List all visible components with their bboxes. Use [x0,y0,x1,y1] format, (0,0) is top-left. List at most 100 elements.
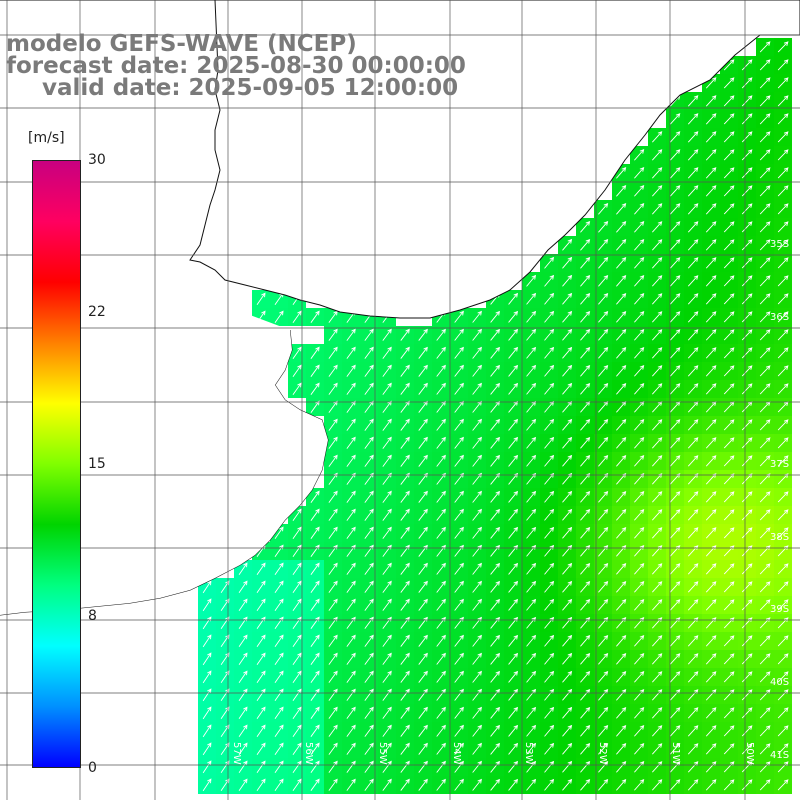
wind-arrow [705,275,717,287]
wind-arrow [544,292,555,305]
wind-arrow [723,131,735,143]
wind-arrow [759,419,771,431]
wind-arrow [687,239,699,251]
longitude-label: 56W [303,742,314,765]
wind-arrow [759,113,771,125]
wind-arrow [472,418,482,431]
wind-arrow [454,652,464,665]
wind-arrow [526,706,537,719]
wind-arrow [310,652,320,665]
wind-arrow [472,706,482,719]
wind-arrow [436,508,446,521]
wind-arrow [777,311,789,323]
wind-arrow [741,149,753,161]
wind-arrow [777,365,789,377]
wind-arrow [346,454,356,467]
longitude-label: 61W [11,742,22,765]
wind-arrow [777,617,789,629]
wind-arrow [669,347,681,359]
wind-arrow [544,310,555,323]
wind-arrow [634,437,645,449]
wind-arrow [256,778,266,792]
wind-arrow [202,670,212,684]
wind-arrow [598,238,609,251]
wind-arrow [454,490,464,503]
wind-arrow [346,346,356,359]
wind-arrow [490,670,500,683]
wind-arrow [652,185,663,197]
wind-arrow [669,149,681,161]
wind-arrow [274,688,284,701]
wind-arrow [741,311,753,323]
wind-arrow [346,742,356,755]
wind-arrow [238,580,248,594]
wind-arrow [274,742,284,755]
wind-arrow [508,490,519,503]
wind-arrow [562,652,573,665]
wind-arrow [526,634,537,647]
wind-arrow [723,77,735,89]
wind-arrow [382,562,392,575]
wind-arrow [634,419,645,431]
wind-arrow [705,455,717,467]
wind-arrow [400,436,410,449]
wind-arrow [616,455,627,467]
wind-arrow [292,364,302,377]
wind-arrow [400,418,410,431]
wind-arrow [759,779,771,791]
latitude-label: 35S [770,239,789,250]
wind-arrow [508,454,519,467]
wind-arrow [669,221,681,233]
wind-arrow [598,256,609,269]
wind-arrow [616,743,627,755]
wind-arrow [472,580,482,593]
wind-arrow [741,365,753,377]
wind-arrow [292,742,302,755]
wind-arrow [436,688,446,701]
wind-arrow [526,688,537,701]
wind-arrow [436,760,446,773]
wind-arrow [400,454,410,467]
wind-arrow [634,725,645,737]
wind-arrow [400,652,410,665]
wind-arrow [346,598,356,611]
wind-arrow [777,95,789,107]
wind-arrow [652,689,663,701]
wind-arrow [598,292,609,305]
wind-arrow [598,526,609,539]
wind-arrow [328,418,338,431]
wind-arrow [310,526,320,539]
wind-arrow [669,491,681,503]
wind-arrow [723,689,735,701]
wind-arrow [634,635,645,647]
wind-arrow [436,418,446,431]
wind-arrow [508,436,519,449]
wind-arrow [741,599,753,611]
wind-arrow [364,454,374,467]
wind-arrow [777,761,789,773]
wind-arrow [454,670,464,683]
wind-arrow [544,778,555,791]
wind-arrow [777,347,789,359]
wind-arrow [705,743,717,755]
wind-arrow [562,706,573,719]
wind-arrow [238,760,248,774]
wind-arrow [328,742,338,755]
wind-arrow [598,634,609,647]
wind-arrow [723,59,735,71]
wind-arrow [562,778,573,791]
wind-arrow [652,581,663,593]
wind-arrow [544,382,555,395]
wind-arrow [723,617,735,629]
wind-arrow [346,724,356,737]
wind-arrow [652,347,663,359]
wind-arrow [454,328,464,341]
wind-arrow [346,652,356,665]
wind-arrow [741,113,753,125]
wind-arrow [238,634,248,648]
wind-arrow [292,706,302,719]
wind-arrow [759,95,771,107]
wind-arrow [490,742,500,755]
wind-arrow [418,454,428,467]
wind-arrow [723,419,735,431]
